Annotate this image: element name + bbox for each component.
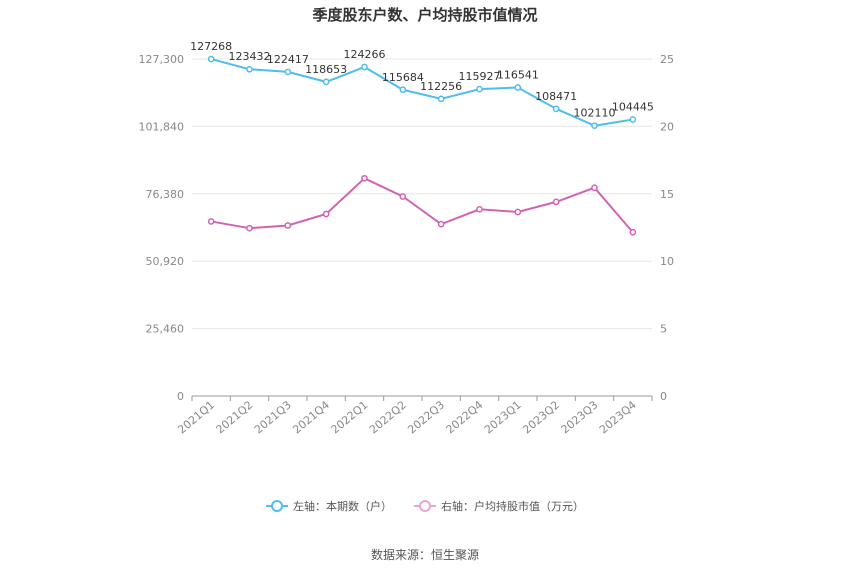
- series-lines: [207, 55, 637, 236]
- source-note: 数据来源：恒生聚源: [370, 548, 479, 562]
- x-axis-tick-label: 2023Q3: [559, 398, 601, 436]
- left-axis-tick-label: 76,380: [146, 188, 185, 201]
- left-series-line: [210, 58, 633, 127]
- right-series-point: [246, 224, 253, 232]
- left-series-point: [399, 86, 407, 94]
- right-series-point: [591, 184, 598, 192]
- left-axis-tick-label: 127,300: [139, 53, 185, 66]
- left-series-point: [629, 116, 637, 123]
- left-series-point: [591, 122, 598, 130]
- data-label: 115684: [382, 71, 424, 84]
- data-label: 124266: [344, 48, 386, 61]
- legend-item-right-series[interactable]: 右轴：户均持股市值（万元）: [414, 498, 584, 514]
- right-series-line: [210, 177, 634, 233]
- legend-swatch-icon: [266, 500, 288, 512]
- right-series-point: [322, 210, 330, 218]
- x-axis-tick-label: 2021Q1: [175, 398, 217, 436]
- left-series-point: [284, 68, 292, 76]
- right-axis-tick-label: 15: [660, 188, 674, 201]
- right-series-point: [552, 198, 560, 206]
- left-series-point: [437, 95, 445, 103]
- left-series-point: [207, 55, 215, 63]
- x-axis-tick-label: 2022Q2: [367, 398, 409, 436]
- left-axis-tick-label: 50,920: [146, 255, 185, 268]
- right-series-point: [629, 228, 637, 236]
- legend-label: 右轴：户均持股市值（万元）: [441, 500, 584, 513]
- legend-label: 左轴：本期数（户）: [293, 500, 392, 513]
- left-series-point: [246, 65, 253, 73]
- right-axis-tick-label: 20: [660, 120, 674, 133]
- right-axis-tick-label: 0: [660, 390, 667, 403]
- left-series-point: [322, 78, 330, 86]
- left-axis-tick-label: 0: [177, 390, 184, 403]
- data-label: 112256: [420, 80, 462, 93]
- left-series-point: [552, 105, 560, 113]
- right-series-point: [284, 222, 292, 229]
- grid-lines: [192, 58, 652, 330]
- left-series-point: [361, 63, 368, 71]
- x-axis-tick-label: 2021Q2: [214, 398, 256, 436]
- right-series-point: [514, 208, 522, 216]
- legend: 左轴：本期数（户） 右轴：户均持股市值（万元）: [0, 498, 850, 514]
- x-axis-tick-label: 2023Q2: [520, 398, 562, 436]
- right-axis-tick-label: 5: [660, 323, 667, 336]
- right-series-point: [437, 220, 445, 228]
- data-label: 116541: [497, 68, 539, 81]
- x-axis-tick-label: 2022Q4: [444, 398, 486, 436]
- right-series-point: [476, 205, 483, 213]
- right-series-point: [361, 174, 368, 182]
- x-axis-tick-label: 2022Q3: [405, 398, 447, 436]
- right-series-point: [207, 218, 215, 225]
- data-label: 127268: [190, 40, 232, 53]
- left-axis-tick-label: 25,460: [146, 323, 185, 336]
- right-axis-tick-label: 25: [660, 53, 674, 66]
- data-label: 104445: [612, 101, 654, 114]
- legend-swatch-icon: [414, 500, 436, 512]
- data-label: 108471: [535, 90, 577, 103]
- x-axis-tick-label: 2021Q3: [252, 398, 294, 436]
- data-label: 115927: [459, 70, 501, 83]
- left-series-point: [514, 84, 522, 91]
- x-axis-tick-label: 2023Q4: [597, 398, 639, 436]
- data-label: 122417: [267, 53, 309, 66]
- right-series-point: [399, 193, 407, 200]
- data-label: 102110: [574, 107, 616, 120]
- data-label: 118653: [305, 63, 347, 76]
- data-label: 123432: [229, 50, 271, 63]
- x-axis-tick-label: 2023Q1: [482, 398, 524, 436]
- x-axis-tick-label: 2021Q4: [290, 398, 332, 436]
- right-axis-tick-label: 10: [660, 255, 674, 268]
- chart-title: 季度股东户数、户均持股市值情况: [312, 6, 538, 24]
- x-axis-tick-label: 2022Q1: [329, 398, 371, 436]
- legend-item-left-series[interactable]: 左轴：本期数（户）: [266, 498, 392, 514]
- left-series-point: [476, 85, 483, 93]
- left-axis-tick-label: 101,840: [139, 120, 185, 133]
